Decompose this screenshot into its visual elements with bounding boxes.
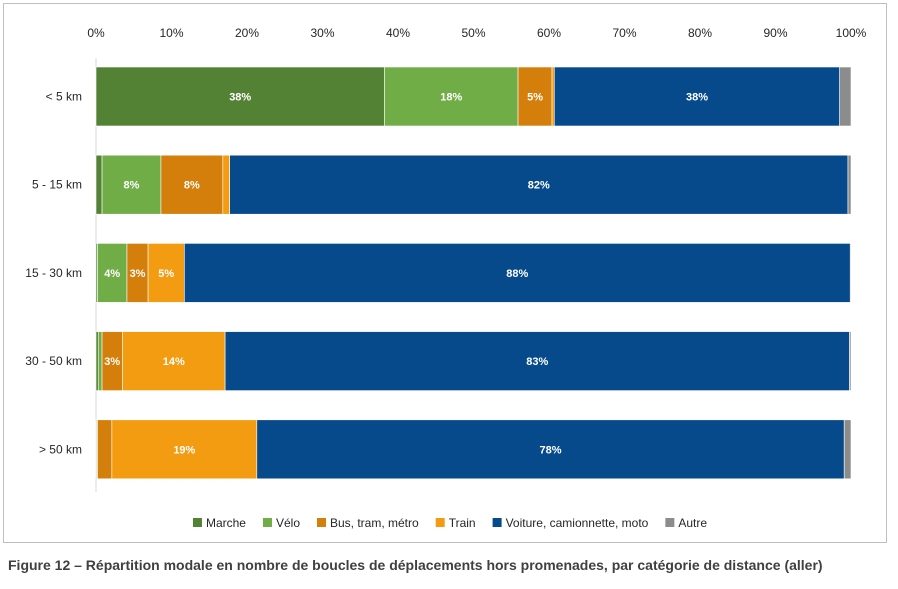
data-label: 38% bbox=[686, 92, 708, 104]
x-tick-label: 30% bbox=[310, 26, 334, 40]
bar-segment-voiture-camionnette-moto bbox=[184, 243, 851, 303]
legend-label-bus-tram-m-tro: Bus, tram, métro bbox=[330, 516, 419, 530]
x-tick-label: 50% bbox=[461, 26, 485, 40]
bar-segment-voiture-camionnette-moto bbox=[224, 331, 850, 391]
bar-segment-v-lo bbox=[384, 66, 519, 127]
data-label: 8% bbox=[184, 180, 200, 192]
bar-segment-voiture-camionnette-moto bbox=[229, 154, 849, 215]
category-label: 30 - 50 km bbox=[25, 354, 82, 368]
data-label: 38% bbox=[229, 92, 251, 104]
data-label: 3% bbox=[104, 356, 120, 368]
legend-label-train: Train bbox=[449, 516, 476, 530]
x-tick-label: 80% bbox=[688, 26, 712, 40]
bar-segment-train bbox=[122, 331, 226, 391]
x-tick-label: 70% bbox=[612, 26, 636, 40]
legend-label-voiture-camionnette-moto: Voiture, camionnette, moto bbox=[506, 516, 649, 530]
bar-segment-marche bbox=[95, 331, 99, 391]
bar-segment-train bbox=[222, 154, 230, 215]
bar-segment-voiture-camionnette-moto bbox=[256, 419, 845, 480]
data-label: 5% bbox=[527, 92, 543, 104]
bar-segment-autre bbox=[849, 243, 852, 303]
data-label: 83% bbox=[526, 356, 548, 368]
bar-segment-bus-tram-m-tro bbox=[97, 419, 113, 480]
data-label: 82% bbox=[528, 180, 550, 192]
category-label: < 5 km bbox=[46, 90, 82, 104]
x-tick-label: 100% bbox=[836, 26, 867, 40]
data-label: 3% bbox=[130, 268, 146, 280]
bar-segment-v-lo bbox=[97, 331, 103, 391]
legend-swatch-v-lo bbox=[262, 518, 272, 527]
bar-segment-autre bbox=[839, 66, 852, 127]
category-label: > 50 km bbox=[39, 442, 82, 456]
legend-swatch-train bbox=[435, 518, 445, 527]
bar-segment-autre bbox=[847, 154, 852, 215]
legend-swatch-autre bbox=[665, 518, 675, 527]
legend-swatch-voiture-camionnette-moto bbox=[492, 518, 502, 527]
category-label: 15 - 30 km bbox=[25, 266, 82, 280]
data-label: 8% bbox=[124, 180, 140, 192]
bar-segment-train bbox=[147, 243, 185, 303]
bar-segment-train bbox=[551, 66, 555, 127]
legend-swatch-bus-tram-m-tro bbox=[317, 518, 327, 527]
bar-segment-marche bbox=[95, 66, 385, 127]
data-label: 88% bbox=[506, 268, 528, 280]
data-label: 18% bbox=[440, 92, 462, 104]
data-label: 14% bbox=[163, 356, 185, 368]
figure-caption: Figure 12 – Répartition modale en nombre… bbox=[8, 557, 823, 573]
bar-segment-marche bbox=[95, 154, 103, 215]
x-tick-label: 90% bbox=[763, 26, 787, 40]
data-label: 5% bbox=[158, 268, 174, 280]
data-label: 4% bbox=[104, 268, 120, 280]
category-label: 5 - 15 km bbox=[32, 178, 82, 192]
stacked-bar-chart: 0% 10% 20% 30% 40% 50% 60% 70% 80% 90% 100% < 5 km 3… bbox=[25, 26, 867, 530]
data-label: 19% bbox=[173, 444, 195, 456]
legend-label-v-lo: Vélo bbox=[276, 516, 300, 530]
x-tick-label: 0% bbox=[87, 26, 105, 40]
x-tick-label: 10% bbox=[159, 26, 183, 40]
bar-segment-autre bbox=[843, 419, 852, 480]
x-tick-label: 40% bbox=[386, 26, 410, 40]
bar-segment-train bbox=[111, 419, 258, 480]
x-tick-label: 20% bbox=[235, 26, 259, 40]
legend-label-autre: Autre bbox=[678, 516, 707, 530]
bar-segment-autre bbox=[849, 331, 852, 391]
legend-label-marche: Marche bbox=[206, 516, 246, 530]
legend-swatch-marche bbox=[192, 518, 202, 527]
x-tick-label: 60% bbox=[537, 26, 561, 40]
data-label: 78% bbox=[539, 444, 561, 456]
bar-segment-v-lo bbox=[101, 154, 162, 215]
